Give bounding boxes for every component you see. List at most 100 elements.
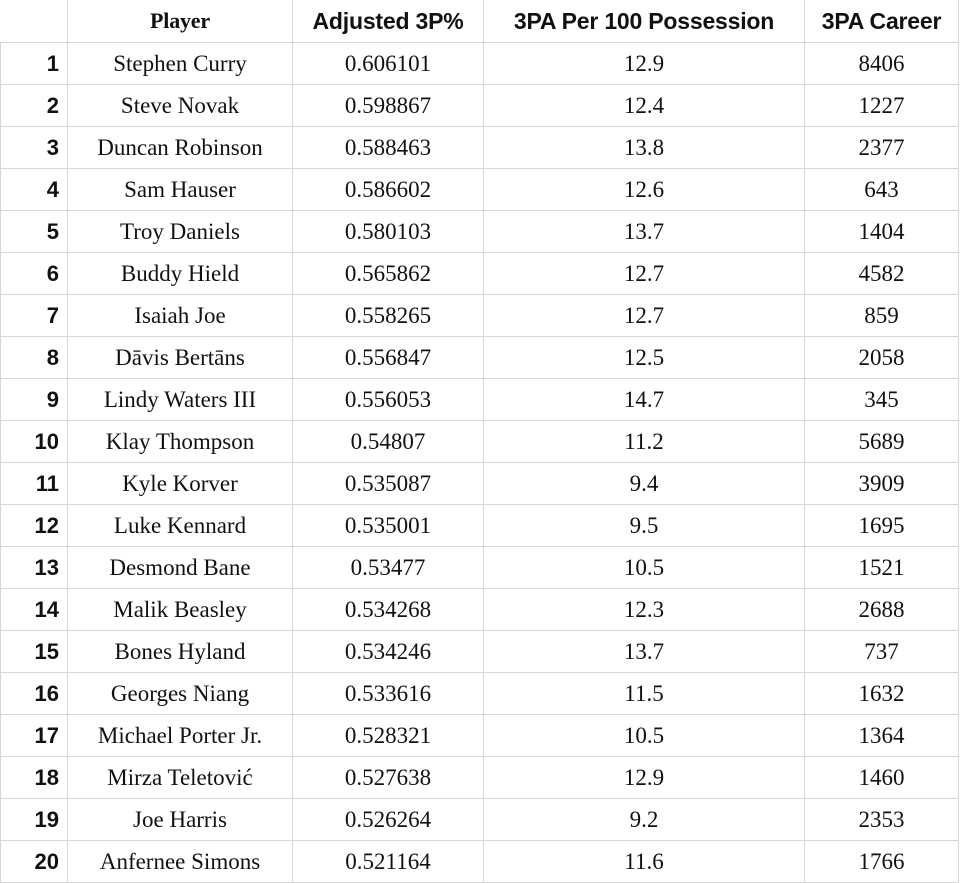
adjusted-3p-cell[interactable]: 0.534246	[292, 630, 484, 673]
column-header-3pa-career[interactable]: 3PA Career	[804, 0, 959, 43]
3pa-per-100-cell[interactable]: 9.5	[483, 504, 805, 547]
player-cell[interactable]: Stephen Curry	[67, 42, 293, 85]
adjusted-3p-cell[interactable]: 0.54807	[292, 420, 484, 463]
adjusted-3p-cell[interactable]: 0.606101	[292, 42, 484, 85]
row-number-cell[interactable]: 12	[0, 504, 68, 547]
column-header-adjusted-3p[interactable]: Adjusted 3P%	[292, 0, 484, 43]
player-cell[interactable]: Anfernee Simons	[67, 840, 293, 883]
3pa-career-cell[interactable]: 1460	[804, 756, 959, 799]
adjusted-3p-cell[interactable]: 0.556053	[292, 378, 484, 421]
adjusted-3p-cell[interactable]: 0.534268	[292, 588, 484, 631]
adjusted-3p-cell[interactable]: 0.535087	[292, 462, 484, 505]
row-number-cell[interactable]: 19	[0, 798, 68, 841]
player-cell[interactable]: Lindy Waters III	[67, 378, 293, 421]
player-cell[interactable]: Luke Kennard	[67, 504, 293, 547]
3pa-per-100-cell[interactable]: 12.3	[483, 588, 805, 631]
player-cell[interactable]: Isaiah Joe	[67, 294, 293, 337]
adjusted-3p-cell[interactable]: 0.533616	[292, 672, 484, 715]
row-number-cell[interactable]: 1	[0, 42, 68, 85]
row-number-cell[interactable]: 18	[0, 756, 68, 799]
adjusted-3p-cell[interactable]: 0.588463	[292, 126, 484, 169]
3pa-career-cell[interactable]: 1766	[804, 840, 959, 883]
3pa-career-cell[interactable]: 3909	[804, 462, 959, 505]
adjusted-3p-cell[interactable]: 0.527638	[292, 756, 484, 799]
adjusted-3p-cell[interactable]: 0.53477	[292, 546, 484, 589]
3pa-per-100-cell[interactable]: 13.7	[483, 630, 805, 673]
row-number-cell[interactable]: 20	[0, 840, 68, 883]
3pa-per-100-cell[interactable]: 12.6	[483, 168, 805, 211]
3pa-per-100-cell[interactable]: 10.5	[483, 714, 805, 757]
player-cell[interactable]: Bones Hyland	[67, 630, 293, 673]
adjusted-3p-cell[interactable]: 0.521164	[292, 840, 484, 883]
3pa-career-cell[interactable]: 5689	[804, 420, 959, 463]
3pa-career-cell[interactable]: 643	[804, 168, 959, 211]
adjusted-3p-cell[interactable]: 0.586602	[292, 168, 484, 211]
3pa-per-100-cell[interactable]: 12.9	[483, 42, 805, 85]
3pa-per-100-cell[interactable]: 12.4	[483, 84, 805, 127]
player-cell[interactable]: Duncan Robinson	[67, 126, 293, 169]
3pa-per-100-cell[interactable]: 14.7	[483, 378, 805, 421]
3pa-career-cell[interactable]: 2353	[804, 798, 959, 841]
3pa-career-cell[interactable]: 1227	[804, 84, 959, 127]
3pa-per-100-cell[interactable]: 11.6	[483, 840, 805, 883]
3pa-career-cell[interactable]: 345	[804, 378, 959, 421]
3pa-career-cell[interactable]: 2058	[804, 336, 959, 379]
3pa-per-100-cell[interactable]: 12.9	[483, 756, 805, 799]
player-cell[interactable]: Michael Porter Jr.	[67, 714, 293, 757]
3pa-per-100-cell[interactable]: 11.2	[483, 420, 805, 463]
3pa-per-100-cell[interactable]: 12.5	[483, 336, 805, 379]
3pa-per-100-cell[interactable]: 9.2	[483, 798, 805, 841]
player-cell[interactable]: Dāvis Bertāns	[67, 336, 293, 379]
row-number-cell[interactable]: 14	[0, 588, 68, 631]
3pa-per-100-cell[interactable]: 13.8	[483, 126, 805, 169]
3pa-career-cell[interactable]: 1521	[804, 546, 959, 589]
3pa-career-cell[interactable]: 1695	[804, 504, 959, 547]
row-number-cell[interactable]: 2	[0, 84, 68, 127]
player-cell[interactable]: Buddy Hield	[67, 252, 293, 295]
3pa-per-100-cell[interactable]: 12.7	[483, 252, 805, 295]
3pa-career-cell[interactable]: 4582	[804, 252, 959, 295]
column-header-player[interactable]: Player	[67, 0, 293, 43]
player-cell[interactable]: Kyle Korver	[67, 462, 293, 505]
3pa-career-cell[interactable]: 1632	[804, 672, 959, 715]
row-number-cell[interactable]: 7	[0, 294, 68, 337]
3pa-career-cell[interactable]: 2688	[804, 588, 959, 631]
player-cell[interactable]: Mirza Teletović	[67, 756, 293, 799]
3pa-career-cell[interactable]: 2377	[804, 126, 959, 169]
row-number-cell[interactable]: 11	[0, 462, 68, 505]
3pa-per-100-cell[interactable]: 12.7	[483, 294, 805, 337]
3pa-per-100-cell[interactable]: 13.7	[483, 210, 805, 253]
player-cell[interactable]: Klay Thompson	[67, 420, 293, 463]
adjusted-3p-cell[interactable]: 0.598867	[292, 84, 484, 127]
3pa-career-cell[interactable]: 1404	[804, 210, 959, 253]
3pa-career-cell[interactable]: 737	[804, 630, 959, 673]
row-number-cell[interactable]: 5	[0, 210, 68, 253]
row-number-cell[interactable]: 8	[0, 336, 68, 379]
row-number-cell[interactable]: 17	[0, 714, 68, 757]
3pa-per-100-cell[interactable]: 11.5	[483, 672, 805, 715]
player-cell[interactable]: Malik Beasley	[67, 588, 293, 631]
adjusted-3p-cell[interactable]: 0.556847	[292, 336, 484, 379]
row-number-cell[interactable]: 13	[0, 546, 68, 589]
3pa-per-100-cell[interactable]: 10.5	[483, 546, 805, 589]
3pa-career-cell[interactable]: 1364	[804, 714, 959, 757]
player-cell[interactable]: Georges Niang	[67, 672, 293, 715]
adjusted-3p-cell[interactable]: 0.565862	[292, 252, 484, 295]
player-cell[interactable]: Desmond Bane	[67, 546, 293, 589]
row-number-cell[interactable]: 6	[0, 252, 68, 295]
adjusted-3p-cell[interactable]: 0.558265	[292, 294, 484, 337]
3pa-per-100-cell[interactable]: 9.4	[483, 462, 805, 505]
adjusted-3p-cell[interactable]: 0.535001	[292, 504, 484, 547]
player-cell[interactable]: Joe Harris	[67, 798, 293, 841]
adjusted-3p-cell[interactable]: 0.528321	[292, 714, 484, 757]
player-cell[interactable]: Sam Hauser	[67, 168, 293, 211]
3pa-career-cell[interactable]: 859	[804, 294, 959, 337]
row-number-cell[interactable]: 10	[0, 420, 68, 463]
row-number-cell[interactable]: 9	[0, 378, 68, 421]
adjusted-3p-cell[interactable]: 0.526264	[292, 798, 484, 841]
3pa-career-cell[interactable]: 8406	[804, 42, 959, 85]
player-cell[interactable]: Troy Daniels	[67, 210, 293, 253]
adjusted-3p-cell[interactable]: 0.580103	[292, 210, 484, 253]
player-cell[interactable]: Steve Novak	[67, 84, 293, 127]
row-number-cell[interactable]: 4	[0, 168, 68, 211]
